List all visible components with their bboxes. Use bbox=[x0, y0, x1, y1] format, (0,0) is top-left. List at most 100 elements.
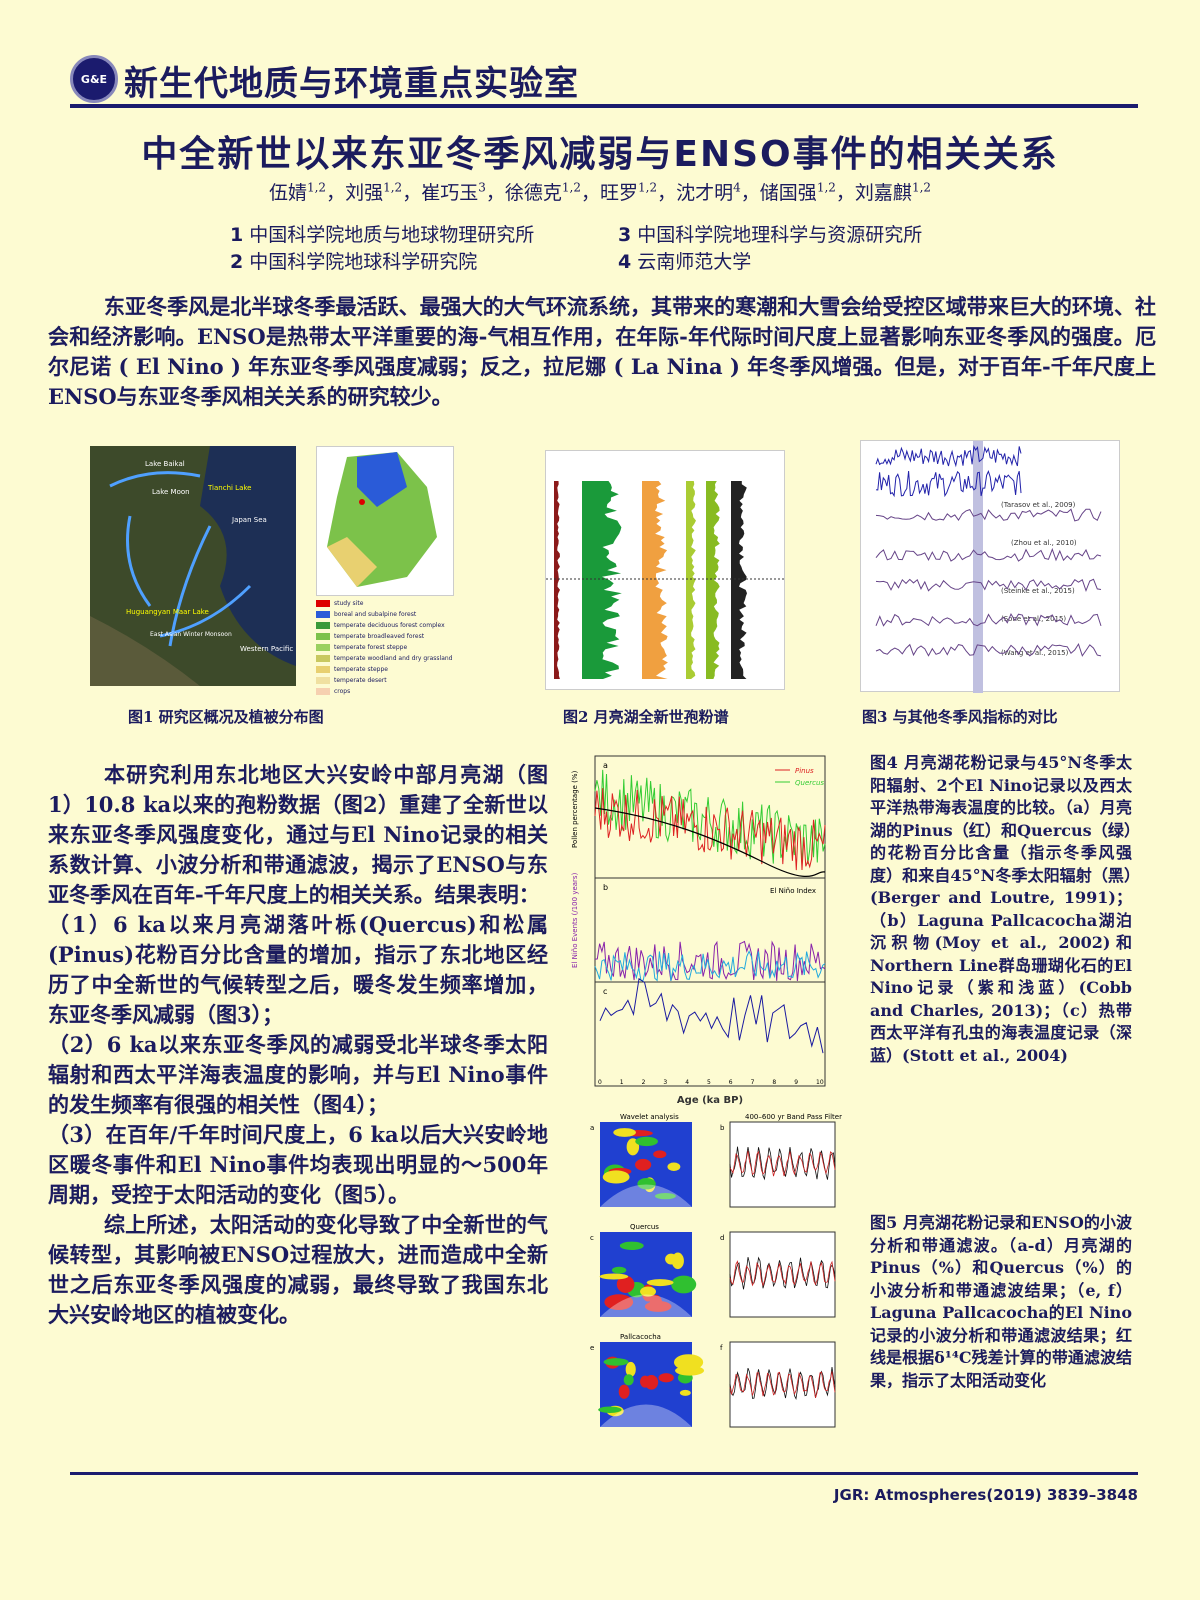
svg-text:(Steinke et al., 2015): (Steinke et al., 2015) bbox=[1001, 587, 1075, 595]
pollen-curve bbox=[642, 481, 668, 679]
pollen-curve bbox=[731, 481, 747, 679]
cone-of-influence bbox=[600, 1184, 692, 1207]
body-paragraph-4: （3）在百年/千年时间尺度上，6 ka以后大兴安岭地区暖冬事件和El Nino事… bbox=[48, 1122, 548, 1207]
wavelet-blob bbox=[611, 1266, 627, 1274]
wavelet-blob bbox=[640, 1286, 656, 1297]
figure-5-caption: 图5 月亮湖花粉记录和ENSO的小波分析和带通滤波。（a-d）月亮湖的Pinus… bbox=[870, 1213, 1132, 1390]
svg-text:Western Pacific: Western Pacific bbox=[240, 645, 293, 653]
cone-of-influence bbox=[600, 1294, 692, 1317]
body-paragraph-2: （1）6 ka以来月亮湖落叶栎(Quercus)和松属(Pinus)花粉百分比含… bbox=[48, 912, 548, 1027]
svg-text:East Asian Winter Monsoon: East Asian Winter Monsoon bbox=[150, 631, 232, 638]
pollen-curve bbox=[554, 481, 560, 679]
figure-5-wavelet: Wavelet analysis Quercus Pallcacocha 400… bbox=[570, 1110, 855, 1435]
author: 伍婧1,2 bbox=[268, 180, 327, 204]
figure-2-pollen-diagram bbox=[545, 450, 786, 690]
wavelet-blob bbox=[665, 1253, 678, 1265]
body-paragraph-3: （2）6 ka以来东亚冬季风的减弱受北半球冬季太阳辐射和西太平洋海表温度的影响，… bbox=[48, 1032, 548, 1117]
wavelet-blob bbox=[625, 1361, 636, 1377]
pollen-curve bbox=[582, 481, 622, 679]
panel-label: e bbox=[590, 1344, 594, 1352]
svg-text:a: a bbox=[603, 761, 608, 770]
legend-item: temperate woodland and dry grassland bbox=[316, 653, 476, 664]
x-tick-label: 1 bbox=[620, 1079, 624, 1086]
wavelet-blob bbox=[653, 1150, 667, 1159]
svg-text:(Tarasov et al., 2009): (Tarasov et al., 2009) bbox=[1001, 501, 1076, 509]
body-paragraph-1: 本研究利用东北地区大兴安岭中部月亮湖（图1）10.8 ka以来的孢粉数据（图2）… bbox=[48, 762, 548, 907]
insolation-line bbox=[594, 807, 826, 877]
figure-4-chart: a b c Pinus Quercus El Niño Index Pollen… bbox=[565, 748, 855, 1106]
series-curve bbox=[875, 642, 1102, 657]
wavelet-blob bbox=[603, 1358, 629, 1366]
wavelet-blob bbox=[613, 1128, 636, 1137]
svg-text:Lake Baikal: Lake Baikal bbox=[145, 460, 185, 468]
series-curve bbox=[875, 578, 1102, 593]
author-list: 伍婧1,2，刘强1,2，崔巧玉3，徐德克1,2，旺罗1,2，沈才明4，储国强1,… bbox=[268, 180, 932, 204]
series-curve bbox=[875, 613, 1102, 627]
legend-item: boreal and subalpine forest bbox=[316, 609, 476, 620]
wavelet-blob bbox=[619, 1241, 644, 1250]
panel-label: b bbox=[720, 1124, 725, 1132]
wavelet-blob bbox=[635, 1158, 652, 1171]
quercus-line bbox=[594, 769, 826, 865]
legend-item: temperate desert bbox=[316, 675, 476, 686]
x-tick-label: 10 bbox=[816, 1079, 824, 1086]
svg-text:Pollen percentage (%): Pollen percentage (%) bbox=[571, 770, 579, 848]
svg-text:(Zhou et al., 2010): (Zhou et al., 2010) bbox=[1011, 539, 1077, 547]
author: 刘嘉麒1,2 bbox=[854, 180, 932, 204]
header-divider bbox=[70, 104, 1138, 108]
series-curve bbox=[875, 508, 1102, 522]
svg-text:Pallcacocha: Pallcacocha bbox=[620, 1333, 661, 1341]
poster-title: 中全新世以来东亚冬季风减弱与ENSO事件的相关关系 bbox=[141, 134, 1059, 175]
journal-reference: JGR: Atmospheres(2019) 3839–3848 bbox=[833, 1486, 1138, 1504]
footer-divider bbox=[70, 1472, 1138, 1475]
wavelet-blob bbox=[599, 1273, 629, 1280]
svg-text:Lake Moon: Lake Moon bbox=[152, 488, 190, 496]
x-tick-label: 3 bbox=[663, 1079, 667, 1086]
author: 徐德克1,2 bbox=[504, 180, 581, 204]
svg-text:Quercus: Quercus bbox=[795, 779, 824, 787]
wavelet-blob bbox=[644, 1374, 659, 1390]
wavelet-blob bbox=[635, 1136, 658, 1147]
wavelet-blob bbox=[623, 1374, 634, 1386]
wavelet-blob bbox=[646, 1279, 674, 1287]
pollen-curve bbox=[686, 481, 696, 679]
svg-text:c: c bbox=[603, 987, 607, 996]
x-tick-label: 2 bbox=[642, 1079, 646, 1086]
bandpass-line bbox=[729, 1146, 836, 1181]
x-axis-label: Age (ka BP) bbox=[677, 1095, 743, 1106]
svg-text:Japan Sea: Japan Sea bbox=[231, 516, 267, 524]
series-curve bbox=[875, 470, 1022, 498]
panel-label: a bbox=[590, 1124, 594, 1132]
pinus-line bbox=[594, 788, 826, 871]
pollen-curve bbox=[706, 481, 720, 679]
wavelet-blob bbox=[618, 1384, 630, 1399]
wavelet-blob bbox=[658, 1373, 674, 1383]
series-curve bbox=[875, 547, 1102, 562]
wavelet-blob bbox=[616, 1275, 635, 1293]
wavelet-blob bbox=[654, 1192, 676, 1200]
wavelet-blob bbox=[644, 1300, 672, 1312]
wavelet-blob bbox=[667, 1162, 681, 1172]
satellite-map: Lake Baikal Lake Moon Tianchi Lake Japan… bbox=[90, 446, 296, 686]
figure-2-caption: 图2 月亮湖全新世孢粉谱 bbox=[563, 708, 729, 726]
x-tick-label: 9 bbox=[794, 1079, 798, 1086]
series-curve bbox=[875, 445, 1022, 468]
logo-text: G&E bbox=[80, 72, 108, 86]
x-tick-label: 5 bbox=[707, 1079, 711, 1086]
legend-item: temperate broadleaved forest bbox=[316, 631, 476, 642]
svg-text:Wavelet analysis: Wavelet analysis bbox=[620, 1113, 679, 1121]
lab-name: 新生代地质与环境重点实验室 bbox=[124, 64, 579, 104]
legend-item: temperate forest steppe bbox=[316, 642, 476, 653]
legend-item: temperate steppe bbox=[316, 664, 476, 675]
panel-label: d bbox=[720, 1234, 724, 1242]
figure-3-caption: 图3 与其他冬季风指标的对比 bbox=[862, 708, 1058, 726]
affiliation-3: 3 中国科学院地理科学与资源研究所 bbox=[618, 224, 923, 246]
author: 刘强1,2 bbox=[345, 180, 403, 204]
lab-logo: G&E bbox=[70, 55, 118, 103]
panel-label: f bbox=[720, 1344, 723, 1352]
wavelet-blob bbox=[673, 1354, 704, 1371]
svg-text:Quercus: Quercus bbox=[630, 1223, 659, 1231]
x-tick-label: 7 bbox=[751, 1079, 755, 1086]
legend-item: study site bbox=[316, 598, 476, 609]
x-tick-label: 4 bbox=[685, 1079, 689, 1086]
